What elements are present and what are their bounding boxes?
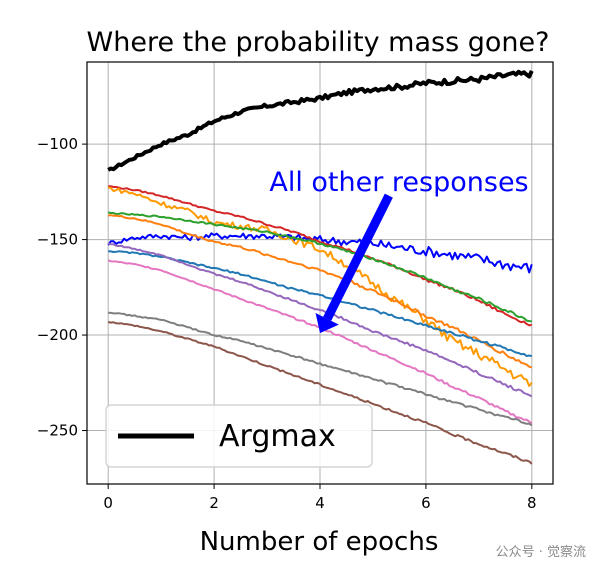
annotation-text: All other responses (269, 167, 528, 198)
y-tick-label: −200 (37, 326, 78, 344)
series-line (107, 211, 532, 323)
x-axis-label: Number of epochs (200, 527, 439, 557)
annotation-arrow (323, 193, 393, 321)
series-line (108, 311, 533, 427)
series-line (107, 69, 534, 172)
series-line (108, 214, 533, 369)
x-tick-label: 6 (421, 494, 431, 512)
series-line (107, 321, 533, 465)
series-line (108, 185, 533, 327)
annotation-arrowhead (315, 313, 339, 334)
legend: Argmax (105, 404, 373, 468)
legend-box (105, 404, 373, 468)
annotation: All other responses (269, 167, 529, 334)
x-tick-label: 0 (103, 494, 113, 512)
x-tick-label: 4 (315, 494, 325, 512)
y-tick-label: −100 (37, 135, 78, 153)
y-tick-label: −250 (37, 422, 78, 440)
x-tick-label: 8 (527, 494, 537, 512)
legend-label-argmax: Argmax (219, 419, 336, 454)
series-line (108, 250, 533, 358)
y-tick-label: −150 (37, 231, 78, 249)
series-line (107, 232, 533, 274)
chart-title: Where the probability mass gone? (87, 27, 550, 58)
series-line (107, 242, 533, 398)
watermark-text: 公众号 · 觉察流 (496, 545, 586, 560)
series-line (108, 186, 533, 387)
y-axis-ticks: −100 −150 −200 −250 (37, 135, 87, 440)
x-tick-label: 2 (209, 494, 219, 512)
x-axis-ticks: 0 2 4 6 8 (103, 484, 537, 512)
